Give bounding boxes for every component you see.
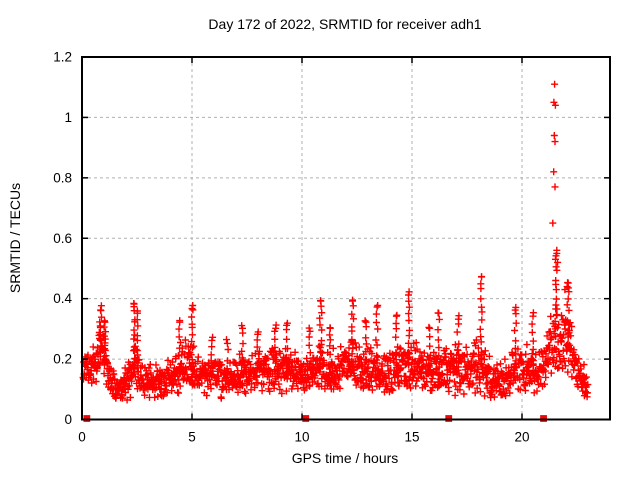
x-axis-label: GPS time / hours [292,450,399,466]
y-tick-label: 0.4 [53,291,72,306]
scatter-points [79,80,592,422]
x-tick-label: 20 [514,430,529,445]
x-tick-label: 5 [188,430,196,445]
x-tick-label: 15 [404,430,419,445]
x-tick-label: 10 [294,430,309,445]
y-tick-label: 0.6 [53,231,72,246]
y-tick-label: 1.2 [53,50,72,65]
x-tick-label: 0 [78,430,86,445]
y-tick-label: 0 [64,412,72,427]
y-tick-label: 0.8 [53,170,72,185]
chart-title: Day 172 of 2022, SRMTID for receiver adh… [208,16,481,32]
y-tick-label: 1 [64,110,72,125]
y-tick-label: 0.2 [53,352,72,367]
data-point-markers [79,80,592,404]
y-axis-label: SRMTID / TECUs [7,183,23,293]
tick-labels: 0 5 10 15 20 0 0.2 0.4 0.6 0.8 1 1.2 [53,50,529,445]
axis-ticks [81,56,610,421]
